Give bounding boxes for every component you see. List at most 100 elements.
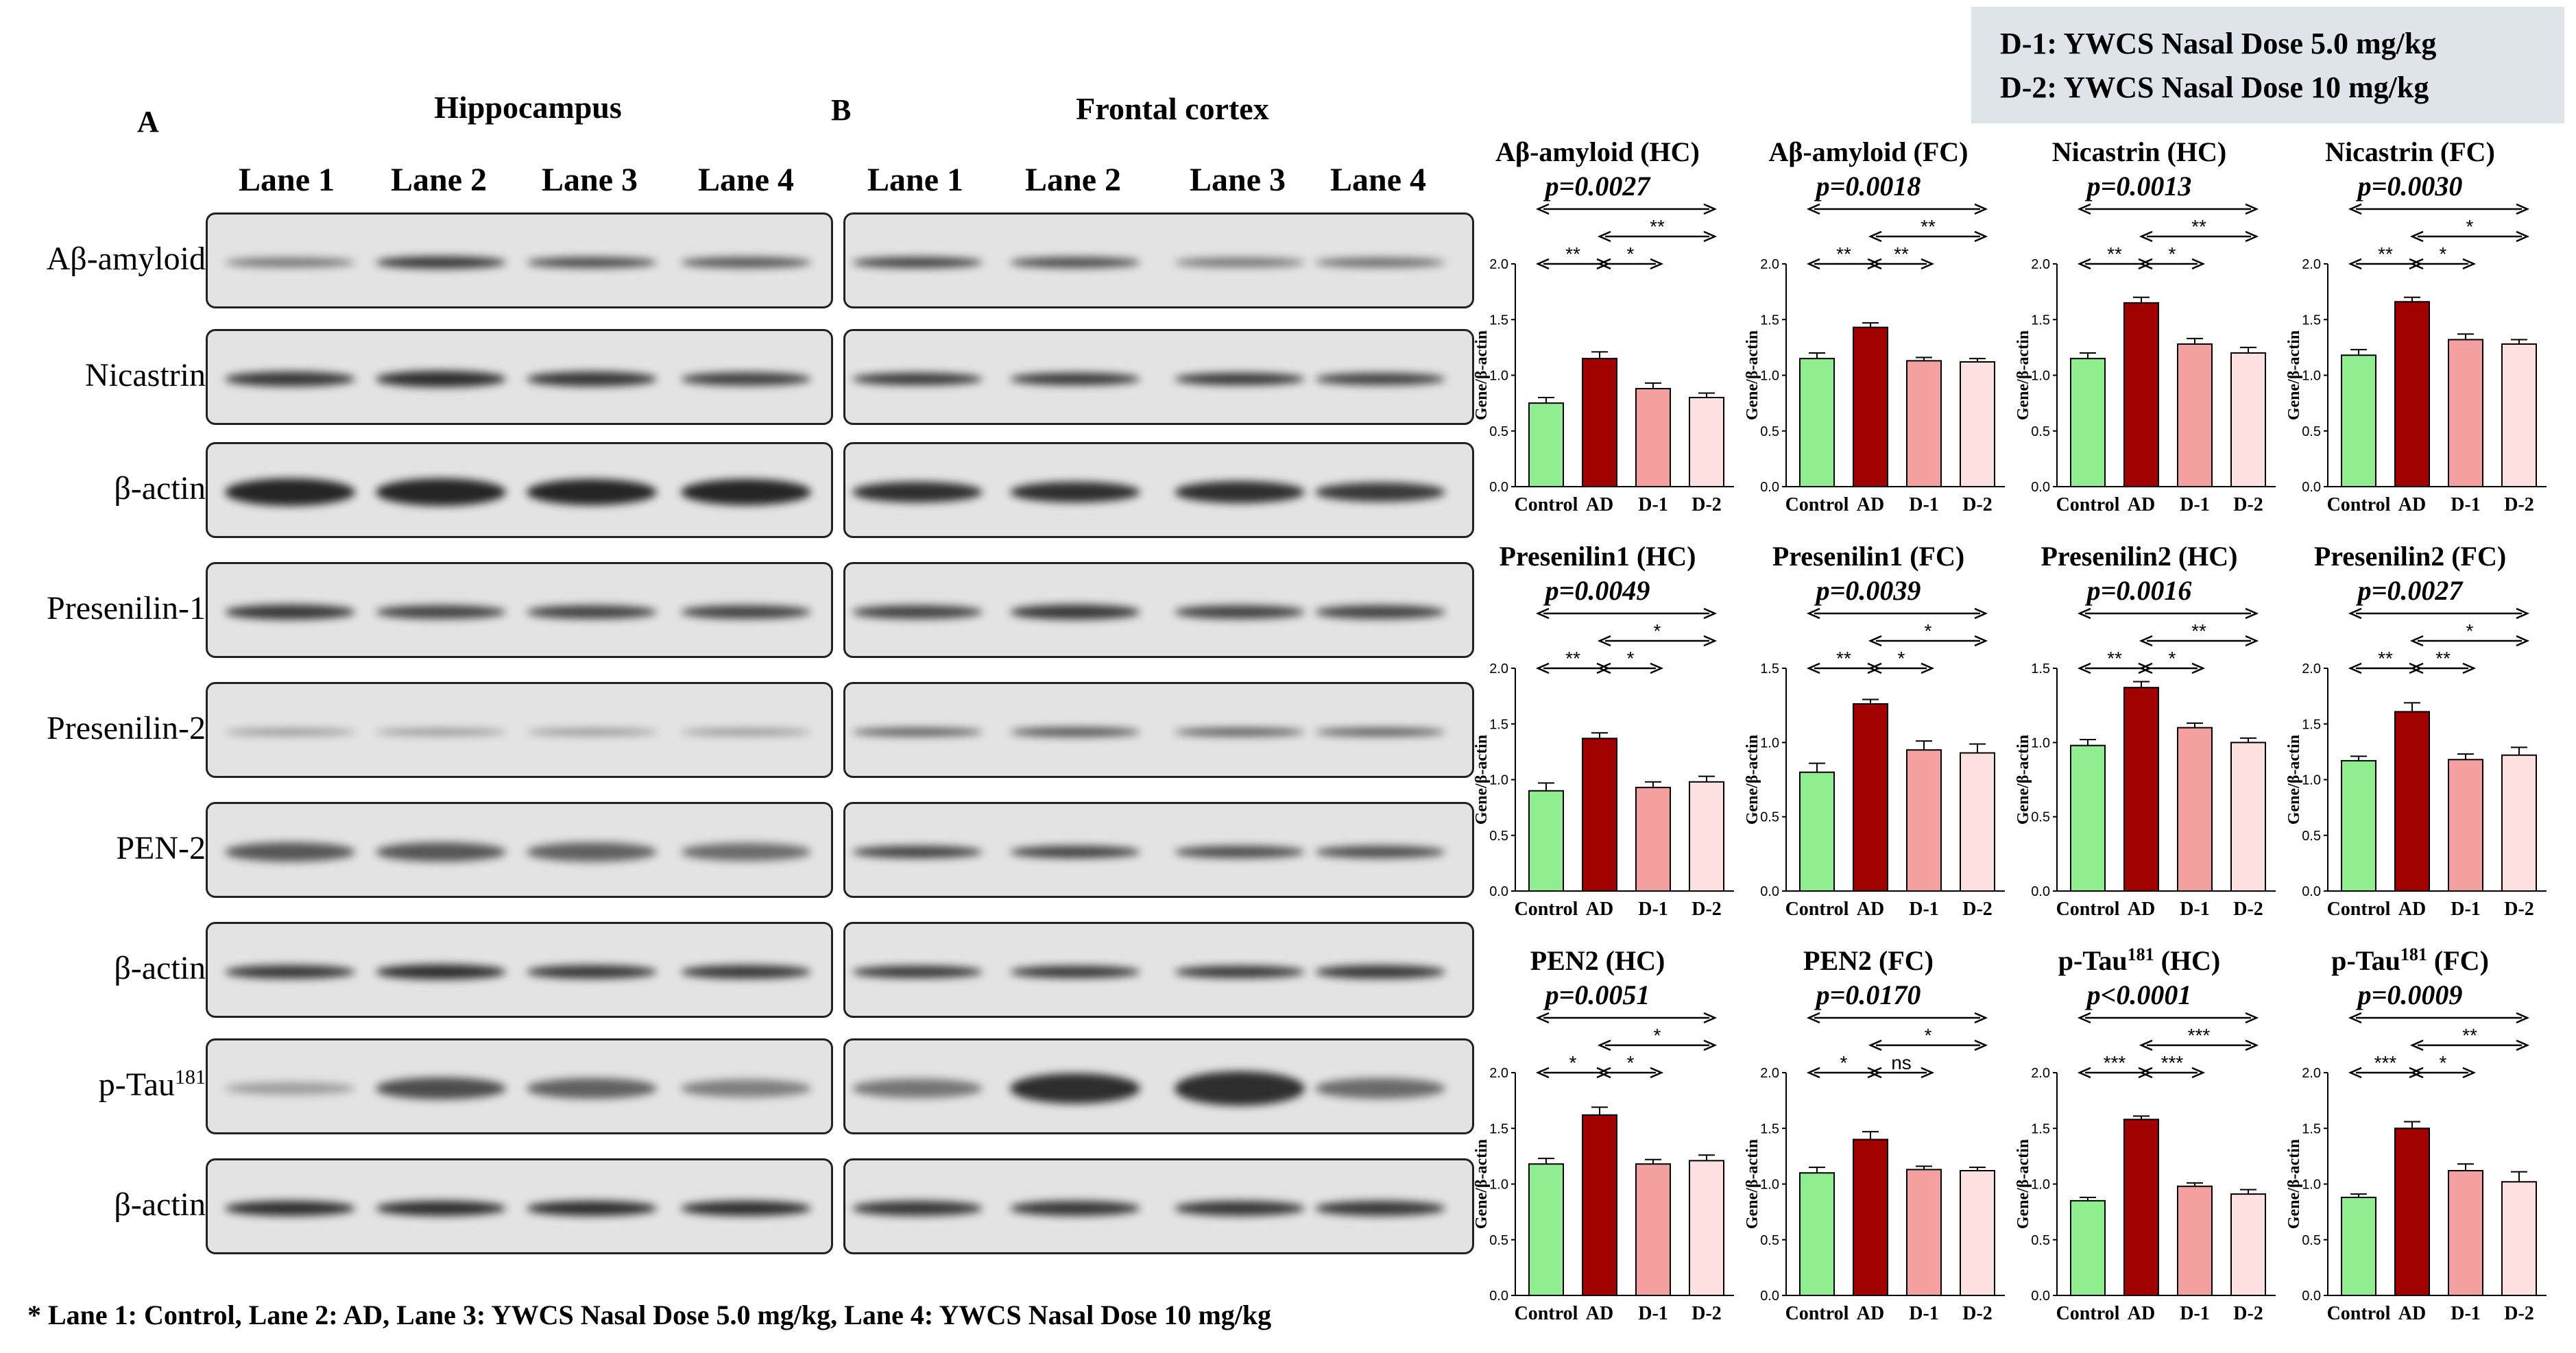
blot-band [1010,373,1140,385]
chart-title: PEN2 (FC) [1803,945,1934,976]
arrow-right-icon [1703,607,1718,620]
blot-band [1010,482,1140,502]
bar-d-1 [2177,727,2213,892]
bar-d-2 [2230,352,2266,487]
bar-control [2341,354,2376,487]
arrow-right-icon [2462,662,2477,674]
y-axis-label: Gene/β-actin [2014,735,2032,825]
arrow-left-icon [2139,258,2153,270]
blot-band [527,605,657,619]
arrow-right-icon [2516,607,2530,620]
lane-footnote: * Lane 1: Control, Lane 2: AD, Lane 3: Y… [27,1300,1272,1330]
arrow-left-icon [1868,635,1882,647]
y-tick-label: 0.0 [2031,884,2050,899]
significance-label: * [1569,1052,1577,1073]
blot-band [1315,728,1445,736]
arrow-left-icon [1597,230,1611,243]
y-tick-label: 1.0 [1489,1178,1508,1193]
y-tick-label: 0.0 [1489,1289,1508,1304]
bar-d-1 [2448,1170,2483,1296]
arrow-left-icon [2409,662,2424,674]
arrow-right-icon [2516,1012,2530,1024]
y-tick-label: 1.0 [2031,369,2050,384]
significance-label: ** [2191,216,2206,237]
category-label: D-2 [1962,1303,1993,1324]
blot-band [376,1201,506,1216]
blot-band [681,479,811,505]
significance-label: * [1925,620,1932,642]
bar-control [1799,358,1835,487]
blot-band [225,842,355,862]
category-label: D-2 [2233,899,2263,920]
significance-label: *** [2188,1025,2211,1046]
significance-label: * [2466,620,2474,642]
y-tick-label: 0.5 [2302,1233,2321,1248]
arrow-right-icon [2191,1066,2206,1079]
y-tick-label: 1.5 [1760,1121,1779,1136]
protein-label-5: Presenilin-2 [47,710,206,746]
category-label: AD [1586,494,1613,515]
bar-control [1528,1163,1564,1296]
blot-band [1175,605,1305,619]
category-label: AD [1586,899,1613,920]
arrow-right-icon [1974,230,1988,243]
chart-title: Aβ-amyloid (HC) [1495,136,1700,167]
blot-band [376,842,506,862]
significance-label: ** [1921,216,1936,237]
bar-d-2 [1960,1170,1995,1296]
blot-band [681,729,811,735]
arrow-right-icon [2191,258,2206,270]
chart-title: Nicastrin (HC) [2052,136,2226,167]
bar-charts: Aβ-amyloid (HC) p=0.0027 0.0 0.5 1.0 1.5 2.0 Ge… [1473,136,2547,1324]
arrow-left-icon [2348,607,2362,620]
bar-d-1 [1635,786,1671,892]
bar-ad [1582,738,1617,892]
bar-d-2 [2501,1181,2537,1296]
arrow-left-icon [1806,607,1820,620]
chart-pvalue: p=0.0039 [1814,575,1921,606]
significance-label: * [1898,648,1905,669]
panel-b-letter: B [831,93,852,127]
chart-title: PEN2 (HC) [1530,945,1665,976]
arrow-left-icon [2409,1039,2424,1051]
chart-9: PEN2 (HC)p=0.0051 0.0 0.5 1.0 1.5 2.0 Gene/β-a… [1473,945,1734,1324]
y-tick-label: 0.5 [1489,1233,1508,1248]
chart-pvalue: p=0.0051 [1543,979,1650,1010]
category-label: D-1 [2451,1303,2481,1324]
blot-band [376,964,506,979]
arrow-right-icon [1703,230,1718,243]
blot-band [527,842,657,862]
blot-band [1010,1073,1140,1104]
arrow-right-icon [1650,1066,1664,1079]
arrow-left-icon [2409,635,2424,647]
y-tick-label: 1.0 [1489,773,1508,788]
arrow-right-icon [1921,662,1935,674]
chart-3: Nicastrin (HC) p=0.0013 0.0 0.5 1.0 1.5 2.0 Gen… [2014,136,2276,515]
lane-label-a-4: Lane 4 [697,162,794,198]
bar-control [2341,1197,2376,1296]
bar-d-1 [2177,1185,2213,1296]
blot-band [1315,258,1445,267]
chart-2: Aβ-amyloid (FC) p=0.0018 0.0 0.5 1.0 1.5 2.0 Ge… [1744,136,2005,515]
bar-d-2 [2230,1193,2266,1296]
blot-band [225,1201,355,1216]
category-label: AD [1857,494,1884,515]
lane-label-b-3: Lane 3 [1189,162,1286,198]
arrow-left-icon [1597,662,1611,674]
blot-band [852,728,983,736]
y-tick-label: 1.5 [2031,661,2050,676]
blot-b-row-7 [843,922,1474,1018]
arrow-right-icon [1650,258,1664,270]
blot-band [1315,846,1445,858]
blot-band [1010,257,1140,268]
blot-band [376,371,506,387]
arrow-left-icon [2077,662,2091,674]
arrow-left-icon [2348,1012,2362,1024]
blot-band [527,965,657,979]
y-tick-label: 1.0 [1760,1178,1779,1193]
arrow-left-icon [2348,258,2362,270]
y-tick-label: 0.5 [2302,424,2321,439]
bar-d-1 [2177,343,2213,487]
arrow-left-icon [2077,1012,2091,1024]
blot-band [852,846,983,858]
